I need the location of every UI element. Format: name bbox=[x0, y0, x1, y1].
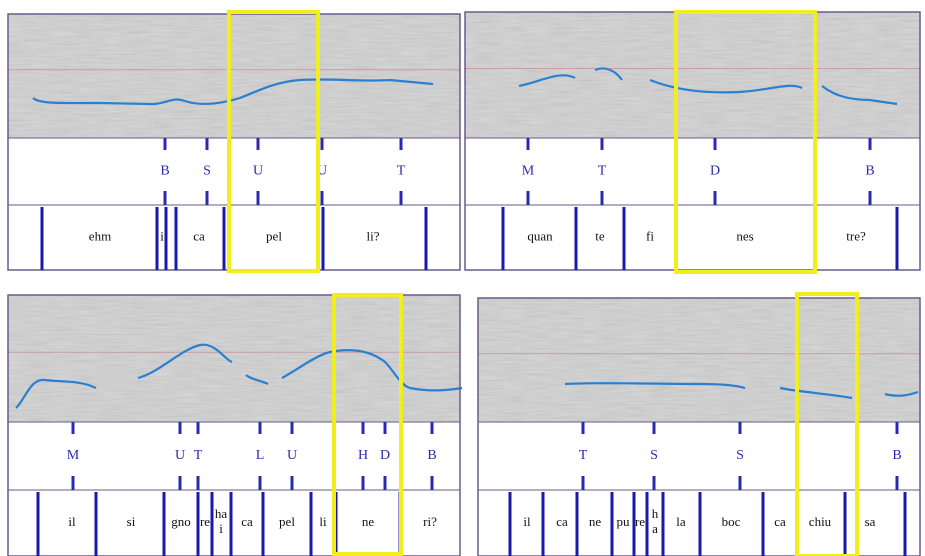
syllable-label: li bbox=[319, 514, 327, 529]
tone-label: T bbox=[397, 164, 406, 179]
syllable-label: pel bbox=[279, 514, 295, 529]
spectrogram-bands bbox=[465, 12, 920, 138]
syllable-label: ehm bbox=[89, 228, 111, 243]
syllable-label: a bbox=[652, 521, 658, 536]
tone-label: D bbox=[380, 448, 390, 463]
syllable-label: si bbox=[127, 514, 136, 529]
syllable-label: ne bbox=[362, 514, 375, 529]
syllable-label: gno bbox=[171, 514, 191, 529]
syllable-label: pel bbox=[266, 228, 282, 243]
spectrogram-bands bbox=[8, 14, 460, 138]
tone-label: S bbox=[203, 164, 211, 179]
syllable-label: i bbox=[160, 228, 164, 243]
syllable-label: il bbox=[68, 514, 76, 529]
syllable-label: ca bbox=[556, 514, 568, 529]
tone-label: T bbox=[579, 448, 588, 463]
syllable-label: re bbox=[200, 514, 210, 529]
spectrogram-bands bbox=[8, 295, 460, 422]
tone-label: T bbox=[598, 164, 607, 179]
syllable-label: quan bbox=[527, 228, 553, 243]
syllable-label: ca bbox=[193, 228, 205, 243]
syllable-tier bbox=[8, 490, 460, 556]
syllable-label: il bbox=[523, 514, 531, 529]
tone-label: D bbox=[710, 164, 720, 179]
syllable-label: chiu bbox=[809, 514, 832, 529]
tone-label: M bbox=[67, 448, 80, 463]
tone-label: B bbox=[892, 448, 901, 463]
syllable-label: ca bbox=[241, 514, 253, 529]
tone-label: H bbox=[358, 448, 368, 463]
tone-label: U bbox=[175, 448, 185, 463]
syllable-label: tre? bbox=[846, 228, 866, 243]
syllable-label: h bbox=[652, 506, 659, 521]
syllable-label: fi bbox=[646, 228, 654, 243]
syllable-label: pu bbox=[617, 514, 631, 529]
syllable-label: te bbox=[595, 228, 605, 243]
figure: BSUUTehmicapelli?MTDBquantefinestre?MUTL… bbox=[0, 0, 925, 556]
syllable-label: sa bbox=[865, 514, 876, 529]
syllable-label: la bbox=[676, 514, 686, 529]
syllable-label: ha bbox=[215, 506, 228, 521]
tone-label: B bbox=[865, 164, 874, 179]
spectrogram-bands bbox=[478, 298, 920, 422]
syllable-label: re bbox=[635, 514, 645, 529]
tone-label: M bbox=[522, 164, 535, 179]
tone-label: S bbox=[736, 448, 744, 463]
tone-label: S bbox=[650, 448, 658, 463]
tone-tier bbox=[8, 138, 460, 205]
tone-label: U bbox=[253, 164, 263, 179]
syllable-label: ca bbox=[774, 514, 786, 529]
syllable-label: ne bbox=[589, 514, 602, 529]
syllable-label: nes bbox=[736, 228, 753, 243]
tone-tier bbox=[478, 422, 920, 490]
tone-label: B bbox=[160, 164, 169, 179]
tone-label: B bbox=[427, 448, 436, 463]
syllable-label: i bbox=[219, 521, 223, 536]
tone-label: L bbox=[256, 448, 265, 463]
tone-label: T bbox=[194, 448, 203, 463]
tone-label: U bbox=[287, 448, 297, 463]
syllable-tier bbox=[8, 205, 460, 270]
syllable-label: li? bbox=[367, 228, 380, 243]
syllable-label: boc bbox=[722, 514, 741, 529]
syllable-label: ri? bbox=[423, 514, 437, 529]
